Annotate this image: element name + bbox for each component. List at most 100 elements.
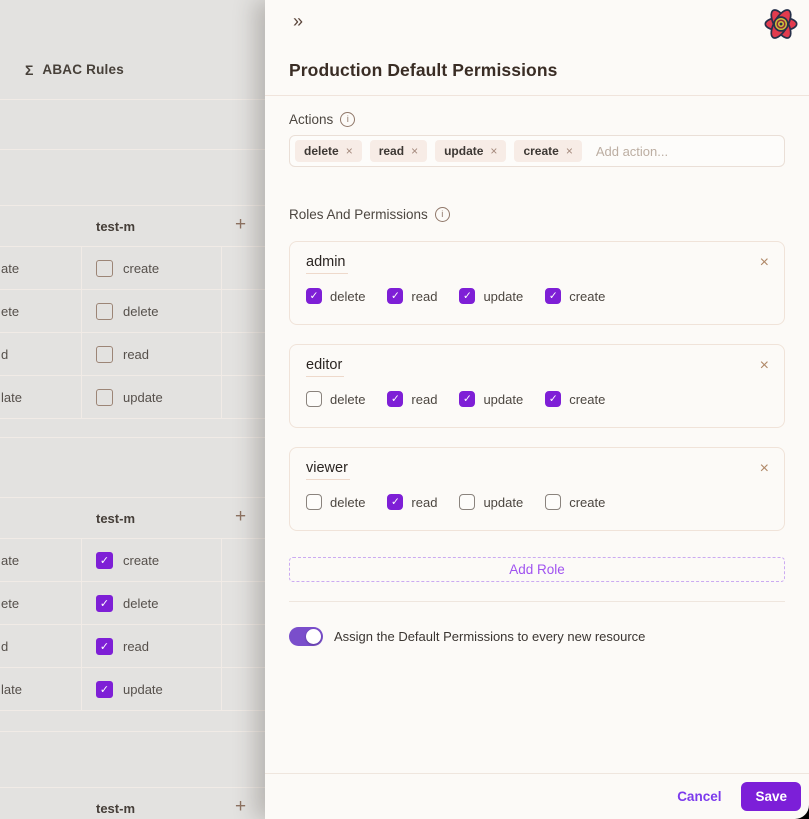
checkbox-label: delete xyxy=(330,288,366,304)
truncated-cell: late xyxy=(0,376,82,418)
role-name-input[interactable]: admin xyxy=(306,254,348,274)
checkbox[interactable] xyxy=(545,288,562,304)
table-row: d read xyxy=(0,333,265,376)
checkbox-label: create xyxy=(569,494,606,510)
add-icon[interactable]: + xyxy=(235,506,247,527)
remove-chip-icon[interactable]: × xyxy=(345,144,353,158)
role-card-admin: admin × delete read update create xyxy=(289,241,785,325)
checkbox[interactable] xyxy=(96,259,113,277)
checkbox-label: read xyxy=(411,494,438,510)
role-name-input[interactable]: editor xyxy=(306,357,345,377)
checkbox-label: read xyxy=(411,288,438,304)
table-row: late update xyxy=(0,376,265,419)
checkbox[interactable] xyxy=(387,391,404,407)
truncated-cell: d xyxy=(0,625,82,667)
checkbox[interactable] xyxy=(545,391,562,407)
checkbox[interactable] xyxy=(96,594,113,612)
remove-chip-icon[interactable]: × xyxy=(411,144,419,158)
checkbox-label: update xyxy=(483,288,524,304)
abac-rules-title: ABAC Rules xyxy=(42,62,124,77)
action-chip: read × xyxy=(369,140,428,162)
add-icon[interactable]: + xyxy=(235,796,247,817)
action-chip: create × xyxy=(514,140,582,162)
checkbox[interactable] xyxy=(96,680,113,698)
truncated-cell: ate xyxy=(0,247,82,289)
default-permissions-toggle-row: Assign the Default Permissions to every … xyxy=(289,627,785,646)
toggle-knob xyxy=(306,629,321,644)
drawer-header: Production Default Permissions xyxy=(265,32,809,96)
drawer-footer: Cancel Save xyxy=(265,773,809,819)
assign-default-toggle[interactable] xyxy=(289,627,323,646)
remove-role-icon[interactable]: × xyxy=(759,254,769,271)
add-role-button[interactable]: Add Role xyxy=(289,557,785,582)
checkbox-label: create xyxy=(569,391,606,407)
permissions-drawer: » Production Default Permissions Actions… xyxy=(265,0,809,819)
remove-role-icon[interactable]: × xyxy=(759,357,769,374)
remove-chip-icon[interactable]: × xyxy=(490,144,498,158)
checkbox-label: update xyxy=(123,681,163,697)
checkbox-label: delete xyxy=(330,391,366,407)
bg-table-2: test-m + ate create ete delete d read xyxy=(0,498,265,711)
toggle-label: Assign the Default Permissions to every … xyxy=(334,629,646,644)
role-card-editor: editor × delete read update create xyxy=(289,344,785,428)
truncated-cell: ete xyxy=(0,582,82,624)
spacer-row xyxy=(0,732,265,788)
checkbox[interactable] xyxy=(459,288,476,304)
save-button[interactable]: Save xyxy=(741,782,801,811)
bg-table-3: test-m + xyxy=(0,788,265,819)
checkbox[interactable] xyxy=(387,494,404,510)
checkbox[interactable] xyxy=(459,494,476,510)
checkbox[interactable] xyxy=(459,391,476,407)
checkbox-label: update xyxy=(483,391,524,407)
page-title: Production Default Permissions xyxy=(289,60,558,80)
truncated-cell: ete xyxy=(0,290,82,332)
actions-section: Actions i delete × read × update × creat… xyxy=(265,96,809,167)
checkbox[interactable] xyxy=(96,302,113,320)
roles-section: Roles And Permissions i admin × delete r… xyxy=(265,167,809,531)
checkbox[interactable] xyxy=(306,494,322,510)
checkbox[interactable] xyxy=(545,494,562,510)
checkbox[interactable] xyxy=(306,391,322,407)
flower-logo-icon xyxy=(764,9,798,39)
checkbox[interactable] xyxy=(96,637,113,655)
checkbox[interactable] xyxy=(96,388,113,406)
truncated-cell: ate xyxy=(0,539,82,581)
add-icon[interactable]: + xyxy=(235,214,247,235)
remove-chip-icon[interactable]: × xyxy=(565,144,573,158)
chip-label: delete xyxy=(304,144,339,158)
roles-label: Roles And Permissions xyxy=(289,207,428,222)
remove-role-icon[interactable]: × xyxy=(759,460,769,477)
table-row: d read xyxy=(0,625,265,668)
info-icon[interactable]: i xyxy=(340,112,356,127)
truncated-cell: d xyxy=(0,333,82,375)
truncated-cell: late xyxy=(0,668,82,710)
table-row: ete delete xyxy=(0,582,265,625)
table-title: test-m xyxy=(96,801,136,816)
actions-tag-input[interactable]: delete × read × update × create × xyxy=(289,135,785,167)
divider xyxy=(289,601,785,602)
background-page: Σ ABAC Rules test-m + ate create ete del… xyxy=(0,0,265,819)
spacer-row xyxy=(0,100,265,150)
checkbox-label: delete xyxy=(330,494,366,510)
add-action-input[interactable] xyxy=(595,143,779,159)
role-name-input[interactable]: viewer xyxy=(306,460,350,480)
drawer-topbar: » xyxy=(265,0,809,39)
checkbox[interactable] xyxy=(387,288,404,304)
checkbox-label: create xyxy=(123,552,160,568)
table-header-row: test-m + xyxy=(0,206,265,247)
chip-label: update xyxy=(444,144,484,158)
collapse-drawer-icon[interactable]: » xyxy=(293,11,304,31)
table-row: ate create xyxy=(0,247,265,290)
table-row: ate create xyxy=(0,539,265,582)
checkbox-label: delete xyxy=(123,303,159,319)
abac-rules-header: Σ ABAC Rules xyxy=(0,0,265,100)
action-chip: delete × xyxy=(295,140,362,162)
cancel-button[interactable]: Cancel xyxy=(677,789,722,804)
table-title: test-m xyxy=(96,511,136,526)
info-icon[interactable]: i xyxy=(434,207,450,222)
checkbox[interactable] xyxy=(96,551,113,569)
actions-label: Actions xyxy=(289,112,334,127)
checkbox[interactable] xyxy=(96,345,113,363)
checkbox-label: update xyxy=(483,494,524,510)
checkbox[interactable] xyxy=(306,288,322,304)
